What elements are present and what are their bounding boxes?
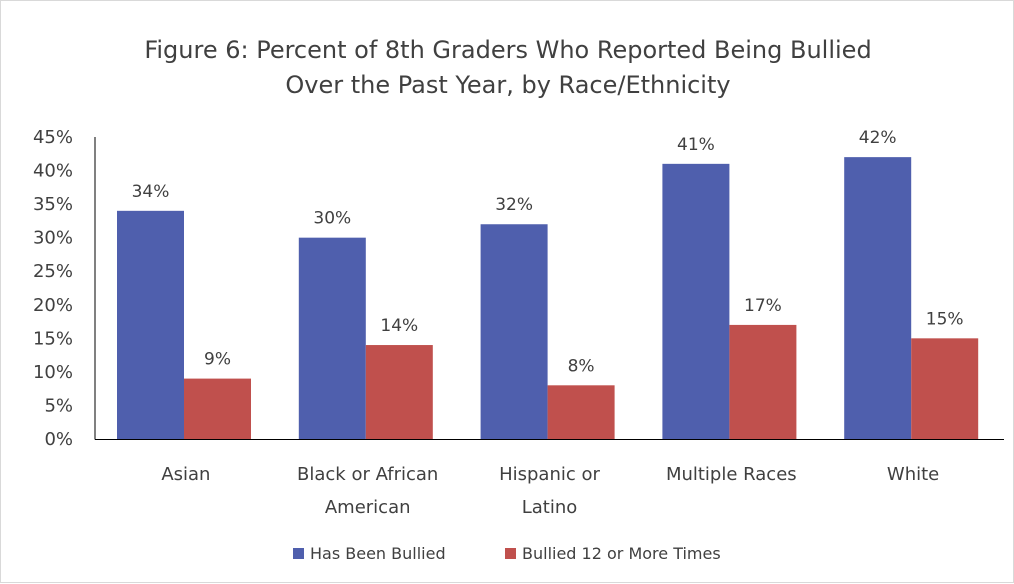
y-tick-label: 5% <box>44 395 73 416</box>
category-label: American <box>325 497 411 518</box>
y-tick-label: 10% <box>33 362 73 383</box>
title-line: Figure 6: Percent of 8th Graders Who Rep… <box>144 36 871 64</box>
data-label: 32% <box>495 195 533 215</box>
y-tick-label: 20% <box>33 295 73 316</box>
legend-swatch <box>293 548 304 559</box>
data-label: 8% <box>568 356 595 376</box>
data-labels: 34% 30% 32% 41% 42% 9% 14% 8% 17% 15% <box>132 128 964 376</box>
bar <box>117 210 184 439</box>
bar <box>184 378 251 439</box>
y-axis-ticks: 0% 5% 10% 15% 20% 25% 30% 35% 40% 45% <box>33 127 73 450</box>
category-label: White <box>887 464 939 485</box>
data-label: 9% <box>204 350 231 370</box>
data-label: 30% <box>313 209 351 229</box>
y-tick-label: 0% <box>44 429 73 450</box>
category-label: Black or African <box>297 464 438 485</box>
legend-label: Bullied 12 or More Times <box>522 544 721 563</box>
data-label: 41% <box>677 135 715 155</box>
legend: Has Been Bullied Bullied 12 or More Times <box>293 544 721 563</box>
category-label: Hispanic or <box>499 464 600 485</box>
x-axis-categories: Asian Black or African American Hispanic or… <box>161 464 939 518</box>
axes <box>94 137 1004 440</box>
category-label: Multiple Races <box>666 464 797 485</box>
category-label: Latino <box>522 497 578 518</box>
data-label: 17% <box>744 296 782 316</box>
bar <box>547 385 615 439</box>
bar <box>480 224 548 439</box>
bars <box>117 157 979 439</box>
category-label: Asian <box>161 464 210 485</box>
bar <box>662 163 730 439</box>
data-label: 34% <box>132 182 170 202</box>
title-line: Over the Past Year, by Race/Ethnicity <box>285 71 730 99</box>
bar <box>365 345 433 439</box>
y-tick-label: 15% <box>33 328 73 349</box>
data-label: 14% <box>380 316 418 336</box>
bar <box>729 324 797 439</box>
data-label: 15% <box>926 309 964 329</box>
y-tick-label: 35% <box>33 194 73 215</box>
legend-swatch <box>505 548 516 559</box>
chart-title: Figure 6: Percent of 8th Graders Who Rep… <box>144 36 871 99</box>
y-tick-label: 45% <box>33 127 73 148</box>
y-tick-label: 30% <box>33 228 73 249</box>
legend-label: Has Been Bullied <box>310 544 446 563</box>
bar <box>298 237 366 439</box>
bar <box>911 338 979 439</box>
y-tick-label: 25% <box>33 261 73 282</box>
y-tick-label: 40% <box>33 161 73 182</box>
data-label: 42% <box>859 128 897 148</box>
bar <box>844 157 912 439</box>
